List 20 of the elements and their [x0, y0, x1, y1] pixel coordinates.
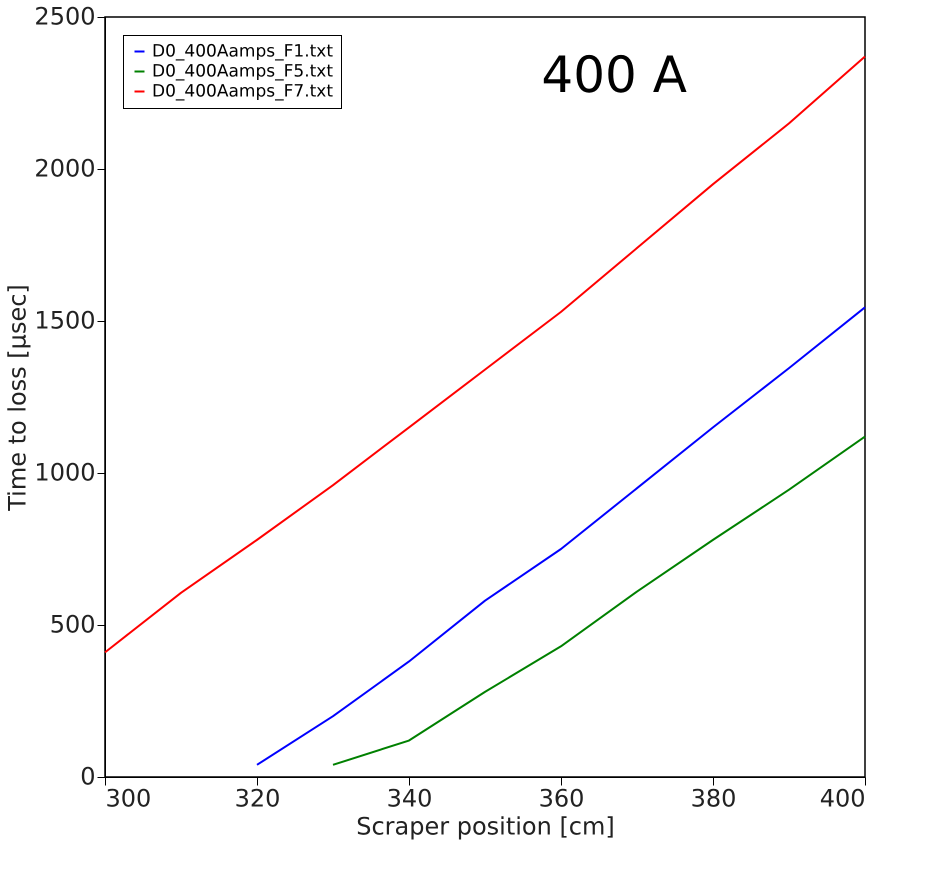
x-tick-label: 300 [106, 784, 152, 812]
annotation: 400 A [541, 46, 687, 104]
x-tick-label: 320 [234, 784, 280, 812]
y-tick-label: 0 [80, 762, 96, 790]
x-tick-label: 360 [538, 784, 584, 812]
y-tick-label: 2500 [34, 2, 96, 30]
y-tick-label: 1500 [34, 306, 96, 334]
y-tick-label: 500 [50, 610, 96, 638]
line-series [332, 436, 866, 766]
line-series [256, 306, 866, 766]
legend-label: D0_400Aamps_F5.txt [152, 62, 334, 82]
x-tick-label: 400 [820, 784, 866, 812]
x-tick-label: 380 [690, 784, 736, 812]
y-tick-label: 2000 [34, 154, 96, 182]
y-tick-label: 1000 [34, 458, 96, 486]
x-axis-title: Scraper position [cm] [356, 812, 615, 840]
x-tick-label: 340 [386, 784, 432, 812]
y-axis-title: Time to loss [μsec] [3, 284, 32, 512]
legend-label: D0_400Aamps_F7.txt [152, 82, 334, 102]
legend-label: D0_400Aamps_F1.txt [152, 42, 334, 62]
